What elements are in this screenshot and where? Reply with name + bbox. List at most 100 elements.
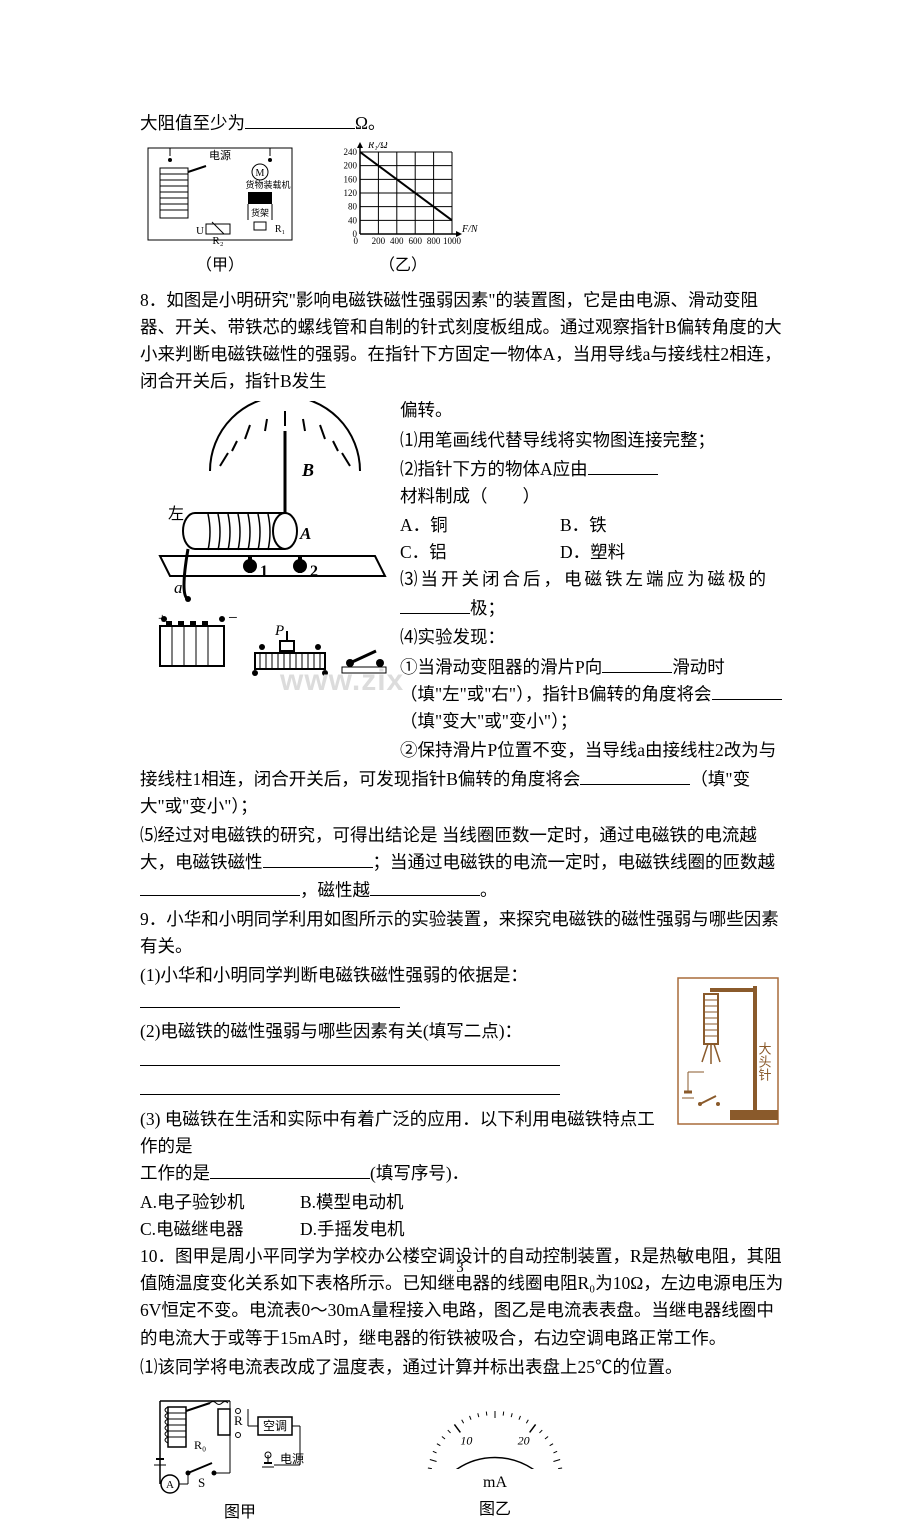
- page-number: 3: [0, 1257, 920, 1280]
- svg-text:2: 2: [310, 563, 318, 580]
- blank-q9-2b: [140, 1094, 560, 1095]
- q9-p1-prefix: (1)小华和小明同学判断电磁铁磁性强弱的依据是：: [140, 965, 528, 985]
- blank-q8-4a: [602, 672, 672, 673]
- fig7-row: 电源 U R₂ M 货物装载机: [140, 142, 790, 279]
- q9-body: (1)小华和小明同学判断电磁铁磁性强弱的依据是： (2)电磁铁的磁性强弱与哪些因…: [140, 962, 790, 1243]
- svg-text:20: 20: [518, 1433, 530, 1447]
- blank-q8-5b: [140, 895, 300, 896]
- q8-figure: B A 左 1: [140, 397, 390, 691]
- q8-p2: ⑵指针下方的物体A应由材料制成（ ）: [400, 456, 790, 510]
- svg-text:1: 1: [260, 563, 268, 580]
- svg-text:160: 160: [344, 174, 358, 184]
- q8-intro: 8．如图是小明研究"影响电磁铁磁性强弱因素"的装置图，它是由电源、滑动变阻器、开…: [140, 287, 790, 396]
- blank-q8-5c: [370, 895, 480, 896]
- fig7-left-svg: 电源 U R₂ M 货物装载机: [140, 142, 300, 252]
- svg-text:200: 200: [344, 161, 358, 171]
- q8-p2-prefix: ⑵指针下方的物体A应由: [400, 459, 588, 479]
- svg-text:R₂: R₂: [212, 235, 223, 247]
- svg-text:240: 240: [344, 147, 358, 157]
- svg-text:空调: 空调: [263, 1419, 287, 1433]
- q10-right-unit: mA: [400, 1471, 590, 1496]
- svg-text:A: A: [299, 524, 311, 543]
- q8-p4-1c: （填"变大"或"变小"）；: [400, 711, 577, 731]
- q9-optB: B.模型电动机: [300, 1189, 404, 1216]
- blank-q8-2: [588, 474, 658, 475]
- svg-text:F/N: F/N: [461, 224, 478, 235]
- q8-p4-2b: 接线柱1相连，闭合开关后，可发现指针B偏转的角度将会（填"变大"或"变小"）；: [140, 766, 790, 820]
- q8-p3-suffix: 极；: [470, 598, 505, 618]
- q8-optC: C．铝: [400, 539, 560, 566]
- svg-text:P: P: [274, 623, 284, 639]
- svg-text:R₁/Ω: R₁/Ω: [367, 142, 388, 151]
- svg-text:40: 40: [348, 215, 358, 225]
- blank-top: [245, 128, 355, 129]
- svg-text:800: 800: [427, 236, 441, 246]
- q8-optD: D．塑料: [560, 539, 625, 566]
- svg-text:400: 400: [390, 236, 404, 246]
- top-fragment-text: 大阻值至少为: [140, 113, 245, 133]
- top-fragment-unit: Ω。: [355, 113, 386, 133]
- svg-text:600: 600: [408, 236, 422, 246]
- q10-p1: ⑴该同学将电流表改成了温度表，通过计算并标出表盘上25℃的位置。: [140, 1354, 790, 1381]
- svg-text:R: R: [234, 1413, 243, 1428]
- q8-p5b: ；当通过电磁铁的电流一定时，电磁铁线圈的匝数越: [373, 852, 776, 872]
- q8-p3-prefix: ⑶当开关闭合后，电磁铁左端应为磁极的: [400, 569, 769, 589]
- q8-p4-2a: ②保持滑片P位置不变，当导线a由接线柱2改为与: [400, 737, 790, 764]
- q9-p3: (3) 电磁铁在生活和实际中有着广泛的应用．以下利用电磁铁特点工作的是 工作的是…: [140, 1106, 660, 1187]
- svg-text:120: 120: [344, 188, 358, 198]
- q8-p1: ⑴用笔画线代替导线将实物图连接完整；: [400, 427, 790, 454]
- blank-q9-1: [140, 1007, 400, 1008]
- q8-svg: B A 左 1: [140, 401, 390, 691]
- svg-text:S: S: [198, 1475, 205, 1490]
- q8-p3: ⑶当开关闭合后，电磁铁左端应为磁极的: [400, 566, 790, 593]
- svg-text:a: a: [174, 578, 183, 597]
- q9-optA: A.电子验钞机: [140, 1189, 300, 1216]
- svg-text:0: 0: [354, 236, 359, 246]
- fig7-left-caption: （甲）: [140, 254, 300, 279]
- q8-opts-row2: C．铝 D．塑料: [400, 539, 790, 566]
- q8-text-block: 偏转。 ⑴用笔画线代替导线将实物图连接完整； ⑵指针下方的物体A应由材料制成（ …: [400, 397, 790, 766]
- fig7-left: 电源 U R₂ M 货物装载机: [140, 142, 300, 279]
- q10-left-svg: R₀ R S A: [140, 1389, 340, 1499]
- q10-right-svg: 0102030: [400, 1389, 590, 1469]
- q8-opts-row1: A．铜 B．铁: [400, 512, 790, 539]
- q8-optB: B．铁: [560, 512, 607, 539]
- q9-p1: (1)小华和小明同学判断电磁铁磁性强弱的依据是：: [140, 962, 660, 1016]
- fig7-src-label: 电源: [209, 148, 231, 162]
- q9-optC: C.电磁继电器: [140, 1216, 300, 1243]
- q10-right-caption: 图乙: [400, 1498, 590, 1523]
- q8-p4-1a: ①当滑动变阻器的滑片P向: [400, 657, 602, 677]
- blank-q8-3: [400, 613, 470, 614]
- q8-p4-2b-prefix: 接线柱1相连，闭合开关后，可发现指针B偏转的角度将会: [140, 769, 580, 789]
- q8-p2-suffix: 材料制成（ ）: [400, 486, 540, 506]
- svg-text:80: 80: [348, 202, 358, 212]
- top-fragment: 大阻值至少为 Ω。: [140, 110, 790, 137]
- svg-text:左: 左: [168, 505, 184, 523]
- q9-p2: (2)电磁铁的磁性强弱与哪些因素有关(填写二点)：: [140, 1018, 660, 1045]
- svg-text:R₀: R₀: [194, 1438, 206, 1452]
- q9-opts-row2: C.电磁继电器 D.手摇发电机: [140, 1216, 660, 1243]
- blank-q8-4b: [712, 699, 782, 700]
- q8-offset: 偏转。: [400, 397, 790, 424]
- q9-intro: 9．小华和小明同学利用如图所示的实验装置，来探究电磁铁的磁性强弱与哪些因素有关。: [140, 906, 790, 960]
- blank-q8-5a: [263, 867, 373, 868]
- q8-optA: A．铜: [400, 512, 560, 539]
- q8-p5d: 。: [480, 880, 498, 900]
- q8-body: B A 左 1: [140, 397, 790, 766]
- svg-text:B: B: [301, 460, 314, 480]
- q8-p4: ⑷实验发现：: [400, 624, 790, 651]
- svg-text:1000: 1000: [443, 236, 462, 246]
- svg-text:A: A: [166, 1479, 174, 1491]
- blank-q9-3: [210, 1178, 370, 1179]
- q9-opts-row1: A.电子验钞机 B.模型电动机: [140, 1189, 660, 1216]
- q8-p5c: ，磁性越: [300, 880, 370, 900]
- q8-p4-1: ①当滑动变阻器的滑片P向滑动时（填"左"或"右"），指针B偏转的角度将会（填"变…: [400, 654, 790, 735]
- svg-text:U: U: [196, 225, 204, 237]
- svg-text:R₁: R₁: [275, 224, 285, 235]
- svg-text:货物装载机: 货物装载机: [245, 179, 290, 190]
- blank-q8-4c: [580, 784, 690, 785]
- svg-text:10: 10: [460, 1433, 472, 1447]
- svg-text:大头针: 大头针: [757, 1042, 772, 1081]
- q9-figure: 大头针: [670, 962, 790, 1243]
- q9-optD: D.手摇发电机: [300, 1216, 405, 1243]
